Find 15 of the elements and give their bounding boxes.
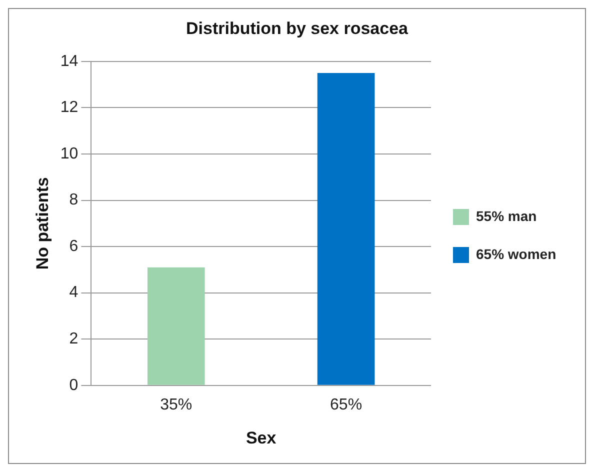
y-tick-label: 14: [60, 52, 78, 70]
y-tick-label: 2: [69, 330, 78, 348]
x-tick-label: 35%: [160, 396, 192, 414]
y-axis-title: No patients: [32, 177, 52, 270]
y-tick-label: 4: [69, 284, 78, 302]
y-tick-label: 12: [60, 99, 78, 116]
y-tick-label: 0: [69, 376, 78, 394]
y-tick-label: 6: [69, 238, 78, 255]
y-tick-label: 8: [69, 192, 78, 209]
legend-label: 55% man: [476, 208, 537, 224]
legend-label: 65% women: [476, 246, 556, 262]
x-axis-title: Sex: [246, 428, 277, 448]
x-tick-label: 65%: [330, 396, 362, 414]
chart-title: Distribution by sex rosacea: [186, 18, 409, 38]
y-tick-label: 10: [60, 145, 78, 162]
